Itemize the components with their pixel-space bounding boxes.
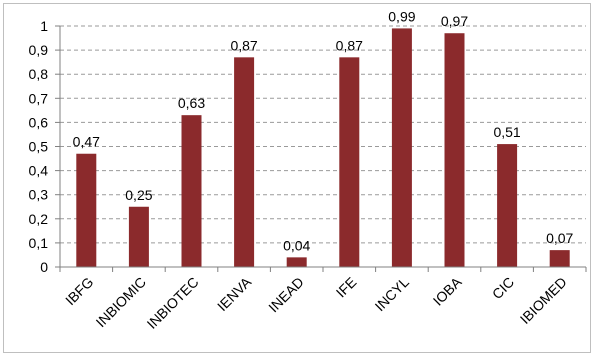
category-label: INBIOMIC (93, 274, 149, 330)
category-label: IFE (333, 274, 360, 301)
data-label: 0,25 (125, 187, 152, 203)
bar-inead (286, 257, 307, 267)
bar-inbiotec (181, 115, 202, 267)
category-label: IBIOMED (517, 274, 570, 327)
y-tick-label: 0,1 (29, 235, 49, 251)
bar-ife (339, 57, 360, 267)
bar-cic (497, 144, 518, 267)
category-label: IBFG (62, 274, 96, 308)
data-label: 0,04 (283, 237, 310, 253)
y-tick-label: 0,7 (29, 90, 49, 106)
data-label: 0,97 (441, 13, 468, 29)
category-label: IOBA (430, 273, 465, 308)
data-label: 0,07 (546, 230, 573, 246)
data-label: 0,87 (336, 37, 363, 53)
data-label: 0,99 (388, 8, 415, 24)
chart-frame (3, 3, 591, 353)
bar-ioba (444, 33, 465, 268)
y-axis: 0 0,1 0,2 0,3 0,4 0,5 0,6 0,7 0,8 0,9 1 (29, 18, 61, 275)
y-tick-label: 0,9 (29, 42, 49, 58)
category-label: INEAD (265, 274, 307, 316)
category-label: INBIOTEC (144, 274, 202, 332)
bar-ibiomed (549, 250, 570, 267)
y-tick-label: 0,6 (29, 114, 49, 130)
data-label: 0,63 (178, 95, 205, 111)
category-label: CIC (489, 274, 517, 302)
y-tick-label: 0,3 (29, 187, 49, 203)
y-tick-label: 0,2 (29, 211, 49, 227)
category-label: INCYL (372, 274, 413, 315)
bars (76, 28, 570, 268)
data-label: 0,51 (493, 124, 520, 140)
y-tick-label: 0,4 (29, 163, 49, 179)
y-tick-label: 1 (40, 18, 48, 34)
data-labels: 0,47 0,25 0,63 0,87 0,04 0,87 0,99 0,97 0,51 0,07 (73, 8, 574, 253)
data-label: 0,87 (230, 37, 257, 53)
bar-inbiomic (128, 206, 149, 267)
bar-ibfg (76, 153, 97, 267)
bar-ienva (234, 57, 255, 267)
category-label: IENVA (214, 273, 255, 314)
y-tick-label: 0,5 (29, 139, 49, 155)
y-tick-label: 0,8 (29, 66, 49, 82)
data-label: 0,47 (73, 134, 100, 150)
y-tick-label: 0 (40, 259, 48, 275)
bar-incyl (391, 28, 412, 267)
